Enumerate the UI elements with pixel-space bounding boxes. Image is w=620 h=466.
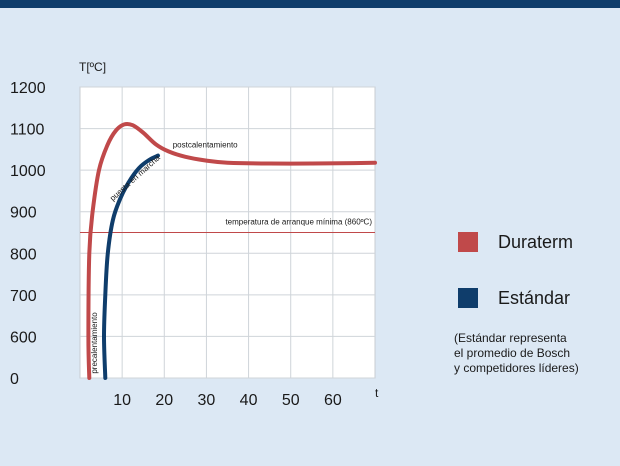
legend-item-duraterm: Duraterm: [458, 228, 618, 256]
legend: Duraterm Estándar: [458, 228, 618, 340]
footnote-line-2: el promedio de Bosch: [454, 346, 571, 360]
legend-item-estandar: Estándar: [458, 284, 618, 312]
top-bar: [0, 0, 620, 8]
annotation-postcalentamiento: postcalentamiento: [173, 140, 238, 149]
y-axis-label: T[ºC]: [79, 60, 106, 74]
series-line-duraterm: [86, 121, 377, 380]
x-axis-label: t: [375, 386, 379, 400]
x-tick-label: 30: [198, 392, 216, 409]
x-tick-label: 60: [324, 392, 342, 409]
y-tick-label: 800: [10, 246, 37, 263]
y-tick-label: 1200: [10, 80, 46, 97]
legend-label-estandar: Estándar: [498, 287, 571, 308]
footnote-line-3: y competidores líderes): [454, 361, 579, 375]
legend-swatch-duraterm: [458, 232, 478, 252]
legend-label-duraterm: Duraterm: [498, 231, 574, 252]
y-tick-label: 1100: [10, 122, 45, 139]
temperature-chart: 0 600 700 800 900 1000 1100 1200 10 20 30 40 50 60 T[º…: [10, 60, 379, 409]
y-tick-label: 600: [10, 329, 37, 346]
footnote: (Estándar representa el promedio de Bosc…: [454, 331, 620, 376]
x-tick-label: 10: [113, 392, 131, 409]
y-tick-label: 0: [10, 371, 19, 388]
legend-swatch-estandar: [458, 288, 478, 308]
reference-line-label: temperatura de arranque mínima (860ºC): [225, 218, 372, 227]
y-tick-label: 700: [10, 288, 37, 305]
x-tick-label: 20: [155, 392, 173, 409]
x-tick-label: 40: [240, 392, 258, 409]
footnote-line-1: (Estándar representa: [454, 331, 567, 345]
series-line-estndar: [102, 153, 160, 380]
y-tick-label: 1000: [10, 163, 46, 180]
x-tick-label: 50: [282, 392, 300, 409]
y-tick-label: 900: [10, 205, 37, 222]
annotation-precalentamiento: precalentamiento: [90, 312, 99, 374]
